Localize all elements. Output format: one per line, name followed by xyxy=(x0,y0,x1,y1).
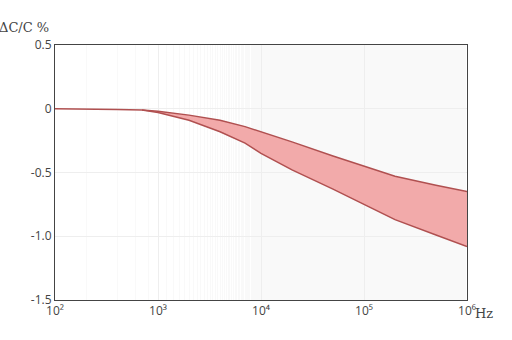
svg-text:-1.5: -1.5 xyxy=(31,291,52,308)
svg-text:ΔC/C %: ΔC/C % xyxy=(0,20,49,35)
svg-text:10⁵: 10⁵ xyxy=(355,302,373,319)
svg-text:-1.0: -1.0 xyxy=(31,227,52,244)
svg-text:10⁴: 10⁴ xyxy=(252,302,271,319)
svg-text:10⁶: 10⁶ xyxy=(458,302,476,319)
svg-text:-0.5: -0.5 xyxy=(31,164,52,181)
svg-text:0.5: 0.5 xyxy=(35,36,52,53)
svg-text:Hz: Hz xyxy=(475,306,493,321)
svg-text:0: 0 xyxy=(45,100,52,117)
svg-text:10²: 10² xyxy=(46,302,64,319)
svg-text:10³: 10³ xyxy=(149,302,167,319)
